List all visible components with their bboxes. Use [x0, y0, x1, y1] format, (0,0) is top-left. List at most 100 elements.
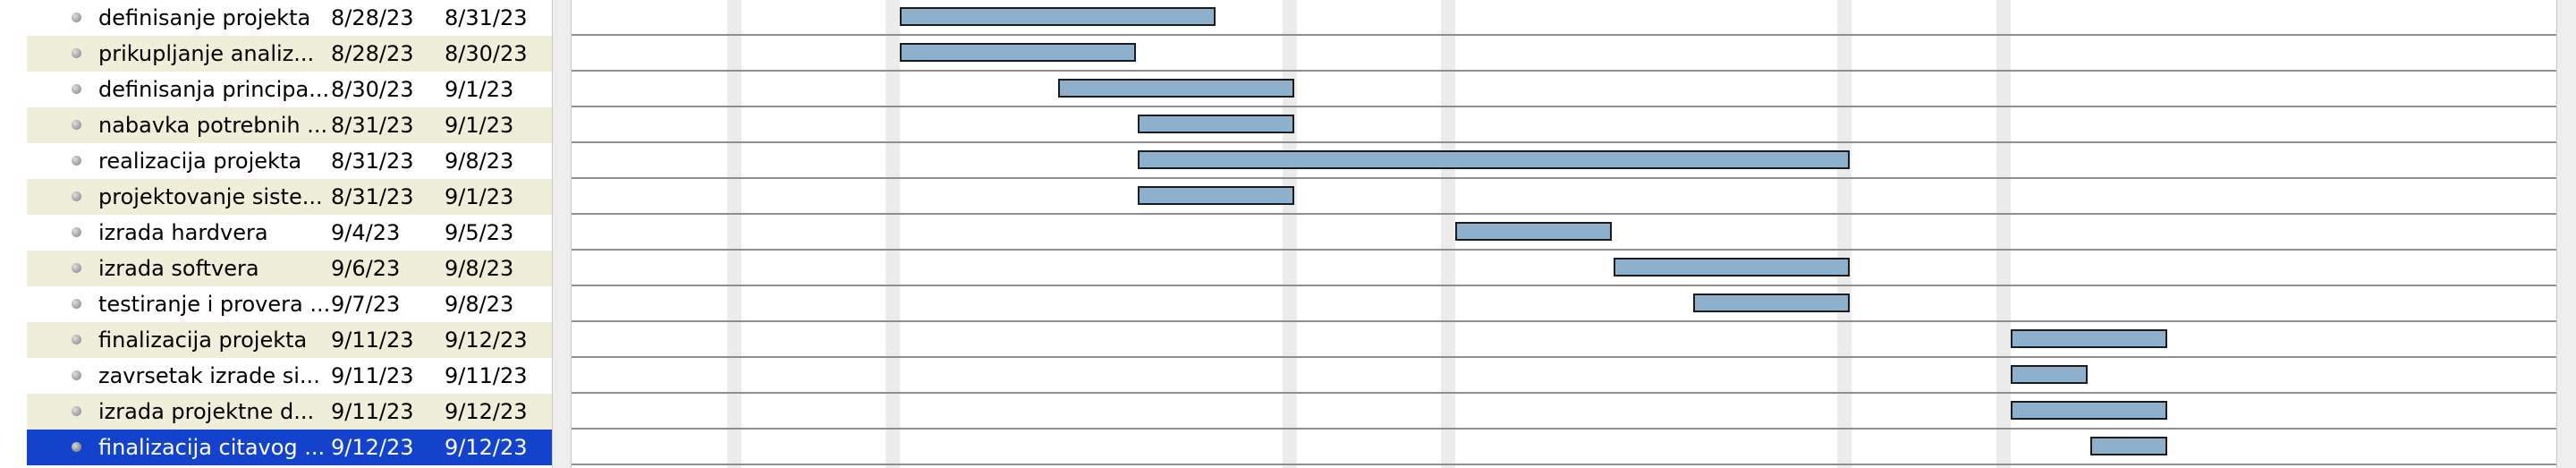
weekend-column [1996, 0, 2011, 468]
task-end-date: 8/30/23 [445, 41, 528, 66]
weekend-column [886, 0, 900, 468]
task-end-date: 8/31/23 [445, 5, 528, 30]
task-bullet-icon [72, 370, 81, 380]
task-name: finalizacija citavog ... [98, 435, 326, 460]
task-start-date: 9/11/23 [331, 399, 414, 424]
task-bullet-icon [72, 227, 81, 237]
task-row[interactable]: zavrsetak izrade si... 9/11/23 9/11/23 [27, 358, 552, 394]
task-bullet-icon [72, 299, 81, 309]
row-gridline [572, 70, 2556, 72]
task-start-date: 8/31/23 [331, 184, 414, 209]
task-bar[interactable] [1138, 150, 1851, 169]
task-row[interactable]: finalizacija citavog ... 9/12/23 9/12/23 [27, 430, 552, 465]
task-end-date: 9/1/23 [445, 184, 514, 209]
task-start-date: 9/7/23 [331, 292, 401, 317]
task-row[interactable]: nabavka potrebnih ... 8/31/23 9/1/23 [27, 107, 552, 143]
row-gridline [572, 464, 2556, 465]
task-bar[interactable] [1138, 115, 1295, 133]
task-row[interactable]: izrada softvera 9/6/23 9/8/23 [27, 251, 552, 286]
task-start-date: 8/30/23 [331, 77, 414, 102]
task-bar[interactable] [1454, 222, 1613, 241]
row-gridline [572, 356, 2556, 358]
task-name: definisanja principa... [98, 77, 330, 102]
task-bar[interactable] [2089, 437, 2168, 455]
task-bullet-icon [72, 48, 81, 58]
task-bullet-icon [72, 120, 81, 130]
task-row[interactable]: projektovanje siste... 8/31/23 9/1/23 [27, 179, 552, 215]
task-name: realizacija projekta [98, 149, 302, 174]
row-gridline [572, 285, 2556, 286]
row-gridline [572, 320, 2556, 322]
task-row[interactable]: izrada hardvera 9/4/23 9/5/23 [27, 215, 552, 251]
panel-splitter[interactable] [552, 0, 572, 468]
task-name: nabavka potrebnih ... [98, 113, 328, 138]
row-header-gutter [0, 0, 27, 468]
task-bar[interactable] [1058, 79, 1295, 98]
row-gridline [572, 249, 2556, 251]
task-table: definisanje projekta 8/28/23 8/31/23 prikup… [27, 0, 552, 468]
task-bar[interactable] [1138, 186, 1295, 205]
task-bullet-icon [72, 263, 81, 273]
task-name: prikupljanje analiz... [98, 41, 315, 66]
task-end-date: 9/8/23 [445, 256, 514, 281]
task-start-date: 9/4/23 [331, 220, 401, 245]
task-name: izrada projektne d... [98, 399, 315, 424]
task-bullet-icon [72, 191, 81, 201]
task-start-date: 9/12/23 [331, 435, 414, 460]
task-start-date: 8/31/23 [331, 113, 414, 138]
row-gridline [572, 213, 2556, 215]
task-row[interactable]: realizacija projekta 8/31/23 9/8/23 [27, 143, 552, 179]
task-end-date: 9/12/23 [445, 399, 528, 424]
row-gridline [572, 177, 2556, 179]
task-end-date: 9/1/23 [445, 113, 514, 138]
task-row[interactable]: testiranje i provera ... 9/7/23 9/8/23 [27, 286, 552, 322]
task-end-date: 9/1/23 [445, 77, 514, 102]
task-start-date: 8/28/23 [331, 41, 414, 66]
weekend-column [726, 0, 741, 468]
task-end-date: 9/8/23 [445, 149, 514, 174]
task-name: izrada hardvera [98, 220, 268, 245]
vertical-scrollbar[interactable] [2556, 0, 2576, 468]
task-bar[interactable] [2010, 401, 2168, 420]
task-bullet-icon [72, 13, 81, 22]
task-row[interactable]: finalizacija projekta 9/11/23 9/12/23 [27, 322, 552, 358]
row-gridline [572, 106, 2556, 107]
task-bullet-icon [72, 406, 81, 416]
task-bar[interactable] [900, 7, 1216, 26]
task-start-date: 8/31/23 [331, 149, 414, 174]
task-name: zavrsetak izrade si... [98, 363, 320, 388]
task-name: projektovanje siste... [98, 184, 323, 209]
task-bar[interactable] [900, 43, 1137, 62]
task-bullet-icon [72, 335, 81, 345]
task-bar[interactable] [1614, 258, 1851, 277]
row-gridline [572, 392, 2556, 394]
task-name: definisanje projekta [98, 5, 311, 30]
task-row[interactable]: prikupljanje analiz... 8/28/23 8/30/23 [27, 36, 552, 72]
task-row[interactable]: definisanja principa... 8/30/23 9/1/23 [27, 72, 552, 107]
task-end-date: 9/11/23 [445, 363, 528, 388]
task-bullet-icon [72, 442, 81, 452]
task-bar[interactable] [2010, 365, 2089, 384]
task-start-date: 9/11/23 [331, 363, 414, 388]
task-bar[interactable] [1693, 294, 1851, 312]
task-end-date: 9/8/23 [445, 292, 514, 317]
weekend-column [1837, 0, 1852, 468]
task-end-date: 9/12/23 [445, 435, 528, 460]
row-gridline [572, 141, 2556, 143]
task-row[interactable]: definisanje projekta 8/28/23 8/31/23 [27, 0, 552, 36]
task-end-date: 9/5/23 [445, 220, 514, 245]
task-end-date: 9/12/23 [445, 328, 528, 353]
task-start-date: 9/6/23 [331, 256, 401, 281]
row-gridline [572, 34, 2556, 36]
task-name: finalizacija projekta [98, 328, 308, 353]
task-name: testiranje i provera ... [98, 292, 331, 317]
weekend-column [1440, 0, 1455, 468]
task-start-date: 9/11/23 [331, 328, 414, 353]
task-name: izrada softvera [98, 256, 259, 281]
task-bar[interactable] [2010, 329, 2168, 348]
task-start-date: 8/28/23 [331, 5, 414, 30]
task-bullet-icon [72, 84, 81, 94]
task-row[interactable]: izrada projektne d... 9/11/23 9/12/23 [27, 394, 552, 430]
row-gridline [572, 428, 2556, 430]
